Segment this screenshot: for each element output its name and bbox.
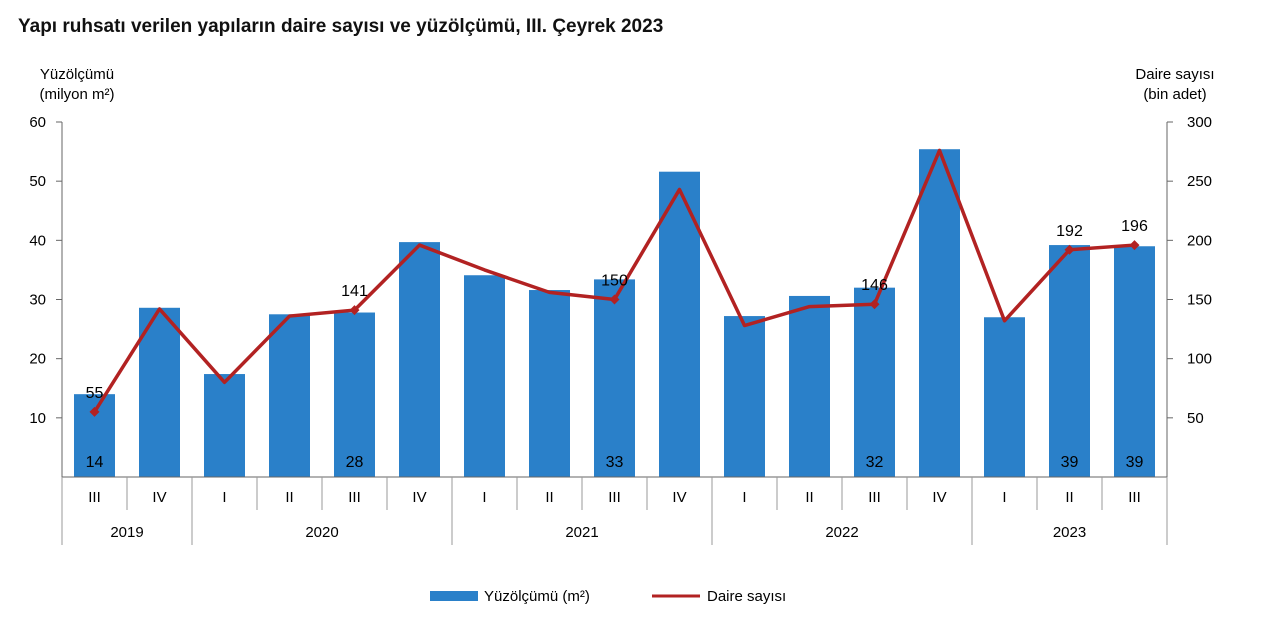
left-axis-tick-label: 10 (29, 410, 46, 427)
bar-value-label: 14 (86, 454, 104, 471)
bar (1114, 246, 1155, 477)
x-axis-quarter-label: IV (932, 489, 946, 506)
bar-value-label: 32 (866, 454, 884, 471)
line-point-marker (1129, 240, 1140, 251)
plot-area: 10 20 30 40 50 60 50 100 150 200 250 300 14 28 33 32 39 3… (29, 114, 1212, 545)
x-axis-quarter-label: III (868, 489, 881, 506)
x-axis-quarter-label: II (1065, 489, 1073, 506)
bar (399, 242, 440, 477)
right-axis-label-line2: (bin adet) (1143, 86, 1206, 103)
bar (1049, 245, 1090, 477)
bar (789, 295, 830, 477)
bar (984, 317, 1025, 477)
bar (269, 314, 310, 477)
x-axis-quarter-label: IV (412, 489, 426, 506)
left-axis-tick-label: 30 (29, 292, 46, 309)
x-axis-quarter-label: IV (152, 489, 166, 506)
right-axis-tick-label: 300 (1187, 114, 1212, 131)
legend-bar-swatch (430, 591, 478, 601)
line-point-marker (869, 299, 880, 310)
left-axis-label-line2: (milyon m²) (40, 86, 115, 103)
bar-value-label: 39 (1061, 454, 1079, 471)
x-axis-quarter-label: III (1128, 489, 1141, 506)
line-value-label: 196 (1121, 218, 1148, 235)
bar (854, 287, 895, 477)
left-axis-label-line1: Yüzölçümü (40, 66, 114, 83)
x-axis-quarter-label: II (805, 489, 813, 506)
legend-bar-label: Yüzölçümü (m²) (484, 588, 590, 605)
left-axis-tick-label: 40 (29, 232, 46, 249)
bar (204, 374, 245, 477)
right-axis-tick-label: 100 (1187, 351, 1212, 368)
line-point-marker (89, 406, 100, 417)
x-axis-year-label: 2023 (1053, 524, 1086, 541)
left-axis-tick-label: 60 (29, 114, 46, 131)
line-value-label: 55 (86, 385, 104, 402)
x-axis-quarter-label: III (88, 489, 101, 506)
chart-title: Yapı ruhsatı verilen yapıların daire say… (18, 16, 664, 37)
line-value-label: 192 (1056, 223, 1083, 240)
x-axis-year-label: 2020 (305, 524, 338, 541)
x-axis-quarter-label: II (545, 489, 553, 506)
right-axis-tick-label: 200 (1187, 232, 1212, 249)
x-axis-year-label: 2019 (110, 524, 143, 541)
x-axis-year-label: 2022 (825, 524, 858, 541)
right-axis-tick-label: 250 (1187, 173, 1212, 190)
x-axis-quarter-label: III (608, 489, 621, 506)
bar (724, 316, 765, 477)
x-axis-quarter-label: I (742, 489, 746, 506)
line-value-label: 146 (861, 277, 888, 294)
bar (139, 307, 180, 477)
line-value-label: 141 (341, 283, 368, 300)
line-point-marker (609, 294, 620, 305)
bar-value-label: 39 (1126, 454, 1144, 471)
x-axis-quarter-label: III (348, 489, 361, 506)
legend: Yüzölçümü (m²) Daire sayısı (430, 588, 786, 605)
right-axis-tick-label: 150 (1187, 292, 1212, 309)
x-axis-quarter-label: I (1002, 489, 1006, 506)
bar (334, 312, 375, 477)
bar-value-label: 28 (346, 454, 364, 471)
line-value-label: 150 (601, 273, 628, 290)
right-axis-tick-label: 50 (1187, 410, 1204, 427)
bar (464, 275, 505, 477)
left-axis-tick-label: 20 (29, 351, 46, 368)
line-point-marker (1064, 244, 1075, 255)
x-axis-year-label: 2021 (565, 524, 598, 541)
x-axis-quarter-label: IV (672, 489, 686, 506)
x-axis-quarter-label: II (285, 489, 293, 506)
bar (919, 149, 960, 477)
x-axis-quarter-label: I (482, 489, 486, 506)
bar-value-label: 33 (606, 454, 624, 471)
bar (529, 290, 570, 477)
bar (659, 171, 700, 477)
legend-line-label: Daire sayısı (707, 588, 786, 605)
left-axis-tick-label: 50 (29, 173, 46, 190)
x-axis-quarter-label: I (222, 489, 226, 506)
bar (594, 279, 635, 477)
line-point-marker (349, 305, 360, 316)
right-axis-label-line1: Daire sayısı (1135, 66, 1214, 83)
